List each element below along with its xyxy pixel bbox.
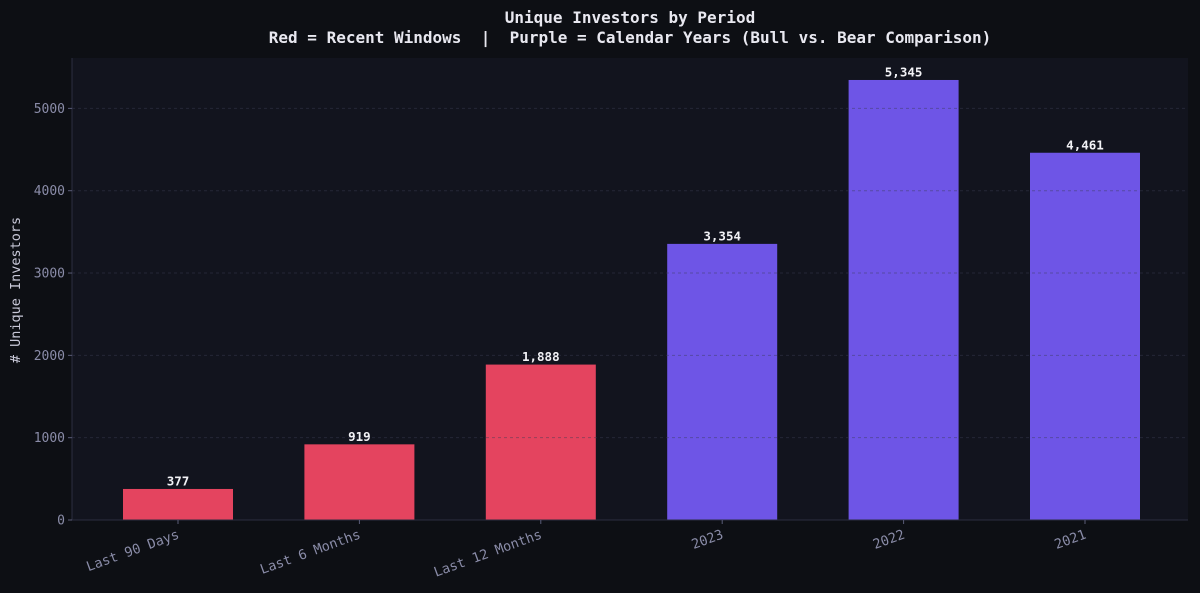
data-label: 1,888 [522, 349, 560, 364]
y-tick-label: 1000 [34, 431, 65, 446]
y-tick-label: 3000 [34, 267, 65, 282]
y-tick-label: 0 [57, 514, 65, 529]
chart-subtitle: Red = Recent Windows | Purple = Calendar… [269, 28, 991, 48]
y-tick-label: 2000 [34, 349, 65, 364]
bar-last-6-months [304, 444, 415, 520]
data-label: 5,345 [885, 64, 923, 79]
data-label: 377 [167, 473, 190, 488]
bar-2022 [848, 79, 959, 520]
bar-2021 [1030, 152, 1140, 520]
gridlines [72, 107, 1188, 439]
y-tick-label: 5000 [34, 102, 65, 117]
data-label: 919 [348, 429, 371, 444]
data-labels: 377 919 1,888 3,354 5,345 4,461 [167, 64, 1104, 488]
chart-title: Unique Investors by Period [505, 8, 755, 27]
bar-last-12-months [485, 364, 596, 520]
y-axis-label: # Unique Investors [8, 217, 24, 363]
bars [123, 79, 1140, 521]
data-label: 4,461 [1066, 137, 1104, 152]
bar-2023 [667, 243, 778, 521]
y-axis-ticks: 0 1000 2000 3000 4000 5000 [34, 58, 1188, 529]
data-label: 3,354 [703, 228, 741, 243]
bar-last-90-days [123, 488, 233, 520]
y-tick-label: 4000 [34, 184, 65, 199]
plot-area [72, 58, 1188, 520]
